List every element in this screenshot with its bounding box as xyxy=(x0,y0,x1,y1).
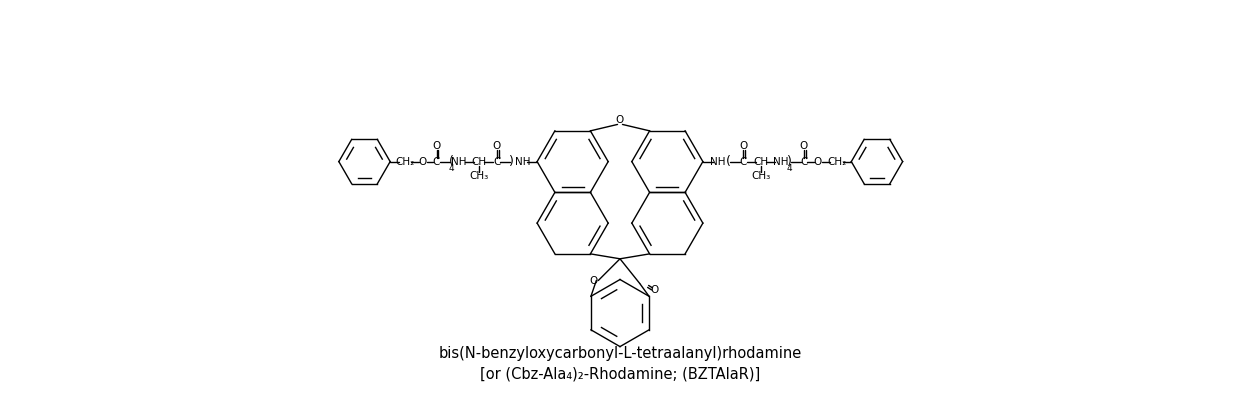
Text: 4: 4 xyxy=(449,164,455,173)
Text: CH₃: CH₃ xyxy=(469,171,489,181)
Text: bis(N-benzyloxycarbonyl-L-tetraalanyl)rhodamine: bis(N-benzyloxycarbonyl-L-tetraalanyl)rh… xyxy=(439,346,801,361)
Text: O: O xyxy=(651,285,658,296)
Text: CH₃: CH₃ xyxy=(751,171,771,181)
Text: NH: NH xyxy=(515,157,529,166)
Text: [or (Cbz-Ala₄)₂-Rhodamine; (BZTAlaR)]: [or (Cbz-Ala₄)₂-Rhodamine; (BZTAlaR)] xyxy=(480,366,760,381)
Text: NH: NH xyxy=(773,157,789,166)
Text: O: O xyxy=(419,157,427,166)
Text: CH₂: CH₂ xyxy=(396,157,414,166)
Text: 4: 4 xyxy=(787,164,792,173)
Text: ): ) xyxy=(510,155,513,168)
Text: ): ) xyxy=(786,155,791,168)
Text: C: C xyxy=(739,157,746,166)
Text: CH₂: CH₂ xyxy=(827,157,846,166)
Text: O: O xyxy=(813,157,822,166)
Text: NH: NH xyxy=(711,157,725,166)
Text: O: O xyxy=(589,275,598,286)
Text: C: C xyxy=(433,157,440,166)
Text: (: ( xyxy=(449,155,454,168)
Text: C: C xyxy=(800,157,807,166)
Text: O: O xyxy=(800,141,808,151)
Text: O: O xyxy=(433,141,440,151)
Text: NH: NH xyxy=(451,157,467,166)
Text: CH: CH xyxy=(471,157,486,166)
Text: O: O xyxy=(492,141,501,151)
Text: CH: CH xyxy=(754,157,769,166)
Text: O: O xyxy=(739,141,748,151)
Text: O: O xyxy=(616,115,624,125)
Text: C: C xyxy=(494,157,501,166)
Text: (: ( xyxy=(727,155,730,168)
